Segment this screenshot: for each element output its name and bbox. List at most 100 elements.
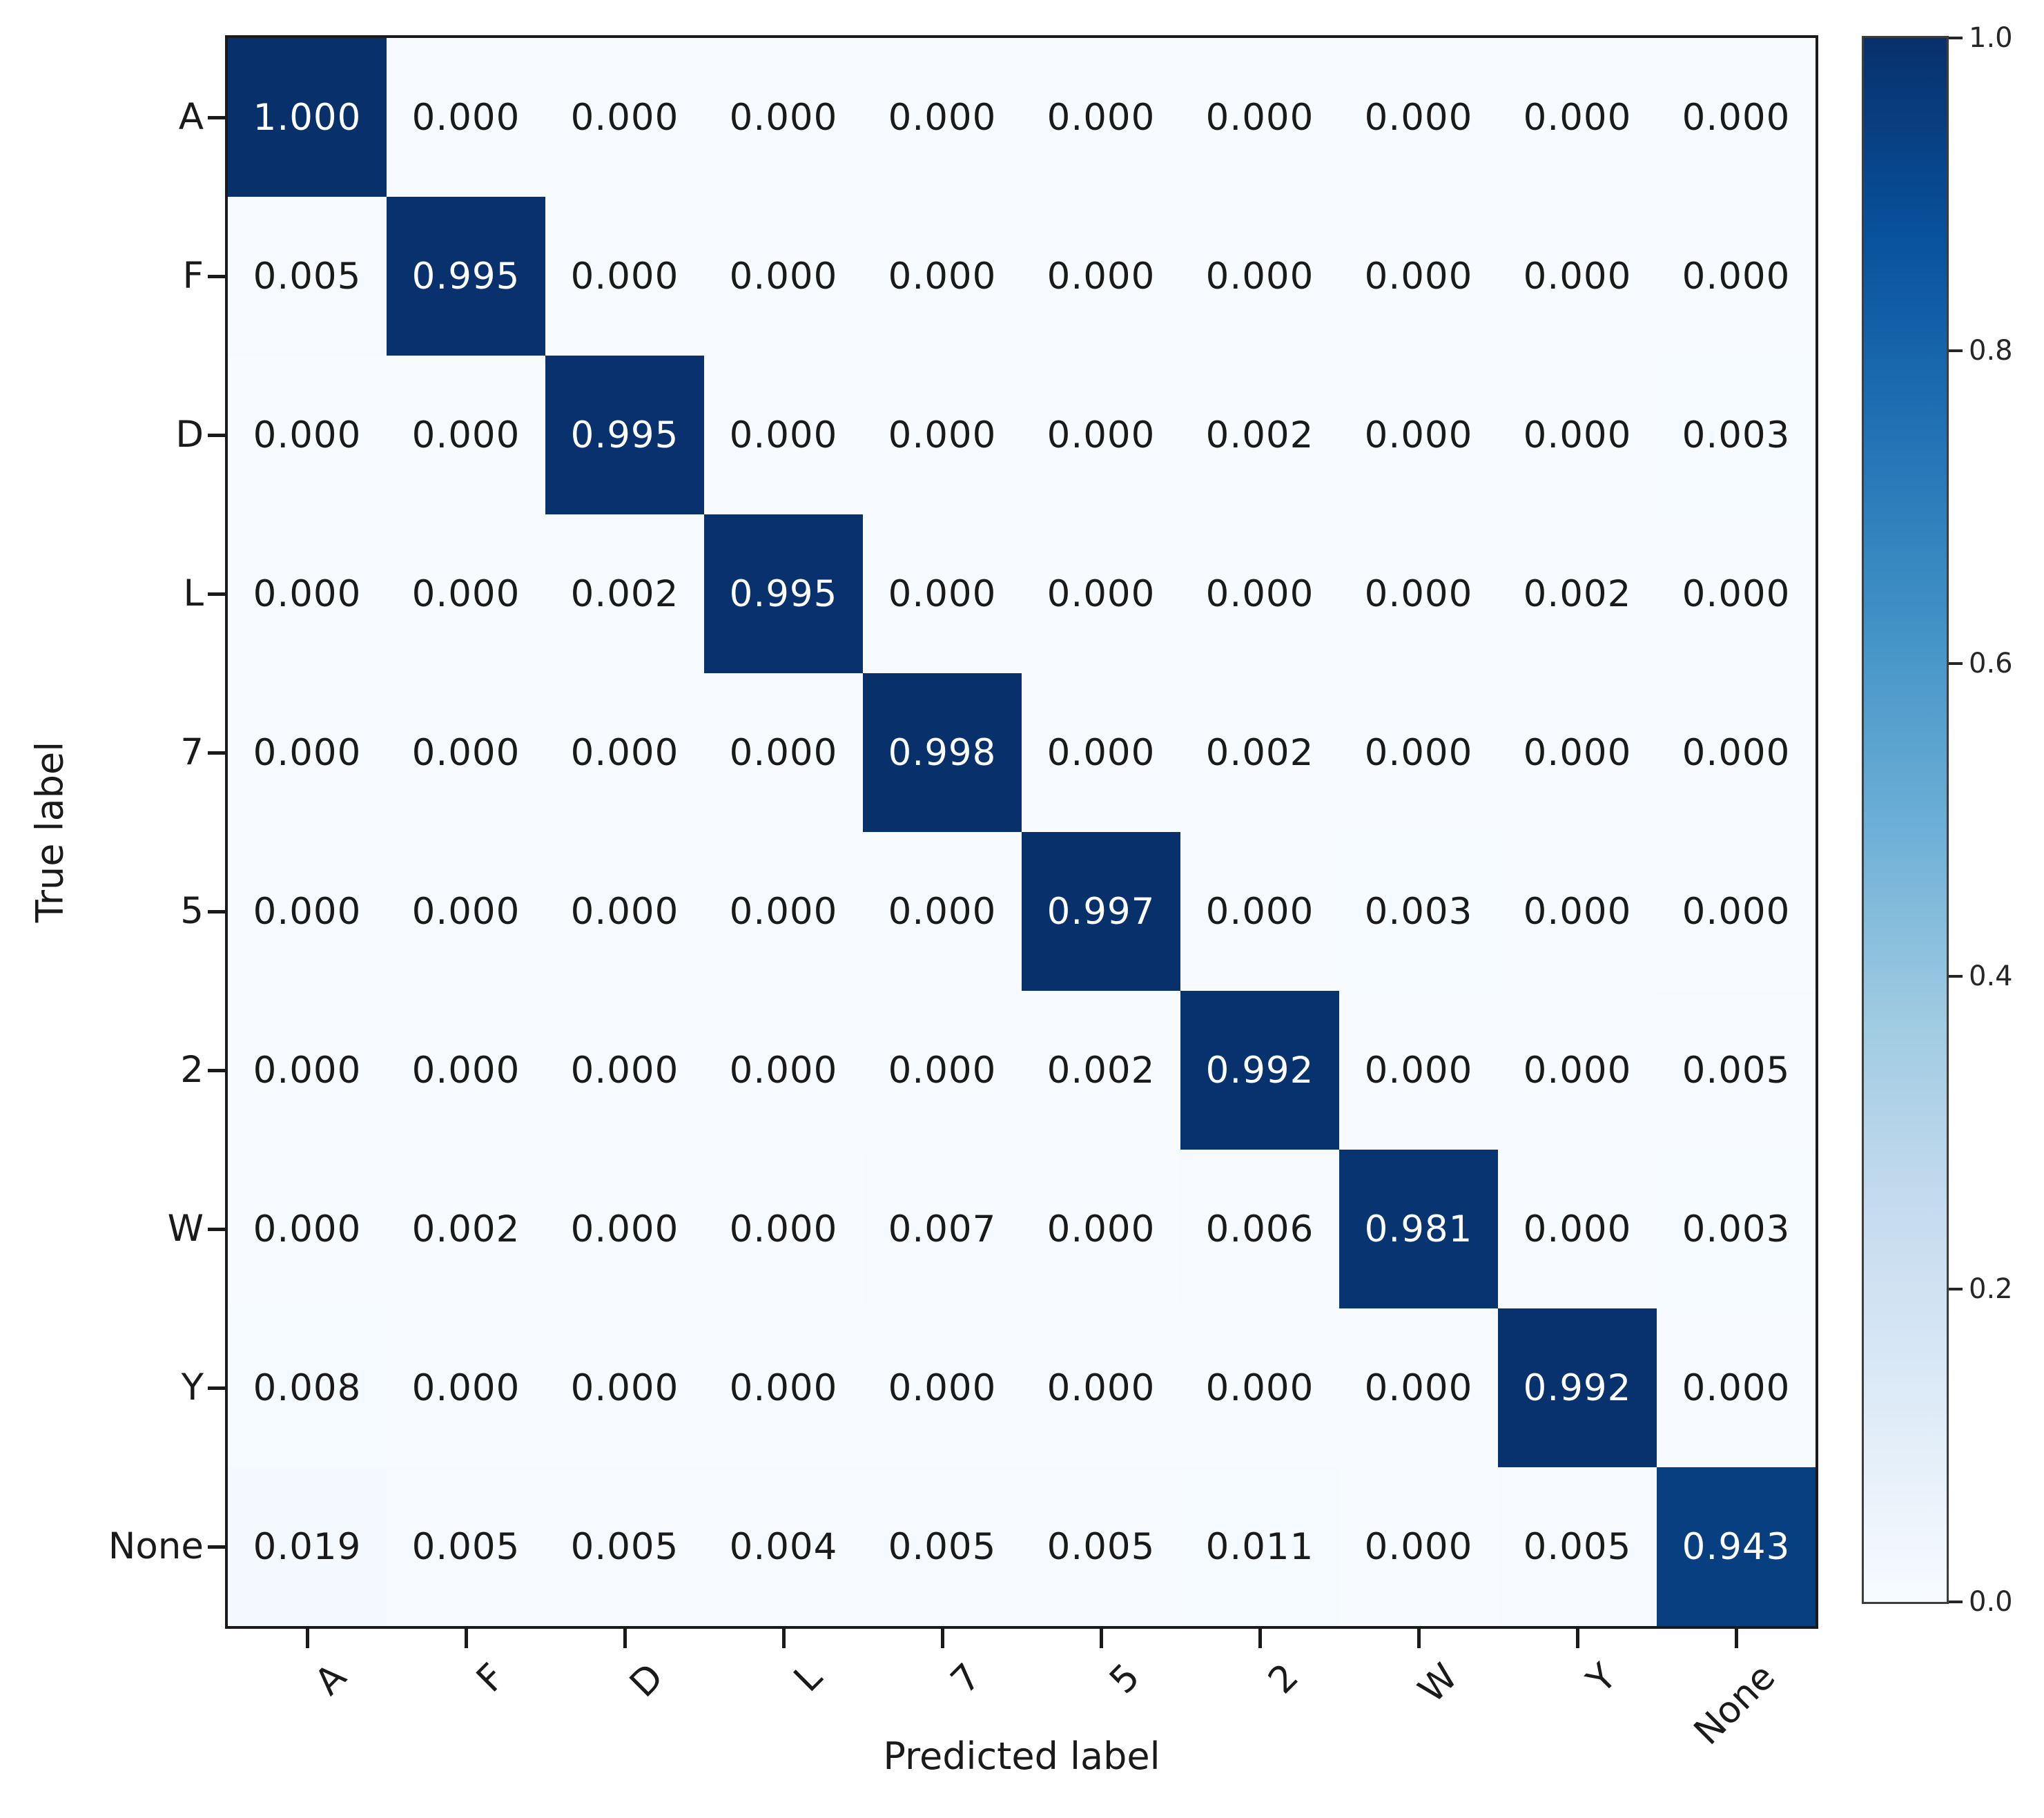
matrix-cell: 0.000: [704, 832, 863, 991]
colorbar-tick-mark: [1949, 975, 1963, 978]
matrix-cell: 0.000: [387, 1308, 545, 1467]
matrix-cell: 0.005: [1022, 1467, 1180, 1626]
y-tick-mark: [208, 910, 226, 913]
x-tick-mark: [941, 1629, 944, 1648]
matrix-cell: 0.995: [545, 356, 704, 514]
matrix-cell: 0.000: [863, 356, 1022, 514]
colorbar-tick-mark: [1949, 1288, 1963, 1290]
matrix-cell: 0.000: [545, 832, 704, 991]
matrix-cell: 0.000: [1498, 673, 1657, 832]
y-tick-mark: [208, 434, 226, 437]
matrix-cell: 0.000: [704, 197, 863, 356]
x-tick-label: F: [468, 1656, 514, 1701]
x-tick-label: 5: [1102, 1656, 1149, 1702]
x-tick-mark: [1100, 1629, 1103, 1648]
x-tick-mark: [623, 1629, 627, 1648]
matrix-cell: 0.003: [1657, 1150, 1816, 1308]
matrix-cell: 0.005: [863, 1467, 1022, 1626]
y-tick-mark: [208, 1069, 226, 1072]
matrix-cell: 0.000: [545, 673, 704, 832]
x-tick-label: L: [786, 1656, 831, 1701]
matrix-cell: 0.002: [1022, 991, 1180, 1150]
y-tick-label: L: [183, 572, 204, 615]
matrix-cell: 0.003: [1339, 832, 1498, 991]
matrix-cell: 0.005: [387, 1467, 545, 1626]
matrix-cell: 0.000: [545, 197, 704, 356]
heatmap-plot-area: 1.000 0.000 0.000 0.000 0.000 0.000 0.000 0.000…: [225, 35, 1818, 1629]
matrix-cell: 0.000: [545, 1150, 704, 1308]
matrix-cell: 0.008: [228, 1308, 387, 1467]
colorbar-tick-mark: [1949, 37, 1963, 39]
matrix-cell: 0.003: [1657, 356, 1816, 514]
matrix-cell: 0.000: [228, 356, 387, 514]
matrix-cell: 0.998: [863, 673, 1022, 832]
colorbar-tick-label: 0.6: [1969, 648, 2013, 679]
matrix-cell: 0.000: [704, 38, 863, 197]
y-tick-label: W: [167, 1208, 204, 1250]
y-tick-mark: [208, 1386, 226, 1390]
matrix-cell: 0.000: [1498, 1150, 1657, 1308]
matrix-cell: 0.000: [387, 356, 545, 514]
x-tick-label: A: [306, 1656, 355, 1703]
x-axis-title: Predicted label: [883, 1734, 1160, 1778]
matrix-cell: 0.000: [1657, 514, 1816, 673]
y-tick-mark: [208, 1545, 226, 1549]
matrix-cell: 0.000: [1498, 38, 1657, 197]
matrix-cell: 1.000: [228, 38, 387, 197]
matrix-cell: 0.002: [1180, 673, 1339, 832]
matrix-cell: 0.000: [228, 673, 387, 832]
matrix-cell: 0.000: [387, 673, 545, 832]
y-tick-label: 7: [180, 731, 204, 773]
matrix-cell: 0.000: [1022, 356, 1180, 514]
colorbar-tick-label: 0.0: [1969, 1586, 2013, 1618]
x-tick-mark: [1576, 1629, 1579, 1648]
y-tick-label: D: [175, 414, 204, 456]
y-tick-mark: [208, 1228, 226, 1231]
y-tick-label: A: [178, 96, 204, 138]
matrix-cell: 0.006: [1180, 1150, 1339, 1308]
x-tick-mark: [782, 1629, 786, 1648]
matrix-cell: 0.005: [545, 1467, 704, 1626]
y-tick-label: None: [108, 1525, 204, 1567]
matrix-cell: 0.000: [1339, 197, 1498, 356]
matrix-cell: 0.002: [1180, 356, 1339, 514]
matrix-cell: 0.000: [1339, 1467, 1498, 1626]
matrix-cell: 0.000: [545, 38, 704, 197]
matrix-cell: 0.007: [863, 1150, 1022, 1308]
matrix-cell: 0.000: [863, 1308, 1022, 1467]
matrix-cell: 0.000: [1657, 1308, 1816, 1467]
matrix-cell: 0.005: [228, 197, 387, 356]
matrix-cell: 0.000: [387, 514, 545, 673]
colorbar-tick-label: 1.0: [1969, 22, 2013, 54]
x-tick-mark: [1735, 1629, 1738, 1648]
matrix-cell: 0.000: [387, 991, 545, 1150]
matrix-cell: 0.000: [863, 832, 1022, 991]
matrix-cell: 0.000: [704, 1150, 863, 1308]
matrix-cell: 0.000: [1022, 197, 1180, 356]
matrix-cell: 0.000: [1180, 197, 1339, 356]
matrix-cell: 0.992: [1180, 991, 1339, 1150]
matrix-cell: 0.000: [1498, 197, 1657, 356]
matrix-cell: 0.000: [387, 832, 545, 991]
y-tick-mark: [208, 275, 226, 278]
y-axis-title: True label: [28, 741, 72, 923]
y-tick-label: 5: [180, 890, 204, 932]
matrix-cell: 0.000: [1180, 514, 1339, 673]
x-tick-label: 7: [943, 1656, 990, 1702]
matrix-cell: 0.000: [863, 38, 1022, 197]
heatmap-grid: 1.000 0.000 0.000 0.000 0.000 0.000 0.000 0.000…: [228, 38, 1816, 1626]
x-tick-mark: [465, 1629, 468, 1648]
y-tick-label: F: [182, 255, 204, 297]
matrix-cell: 0.000: [1339, 38, 1498, 197]
y-tick-label: 2: [180, 1049, 204, 1091]
matrix-cell: 0.000: [387, 38, 545, 197]
matrix-cell: 0.002: [545, 514, 704, 673]
matrix-cell: 0.000: [1657, 197, 1816, 356]
y-tick-mark: [208, 751, 226, 755]
matrix-cell: 0.002: [1498, 514, 1657, 673]
matrix-cell: 0.000: [704, 356, 863, 514]
matrix-cell: 0.000: [1339, 356, 1498, 514]
matrix-cell: 0.000: [1339, 1308, 1498, 1467]
matrix-cell: 0.000: [1657, 673, 1816, 832]
matrix-cell: 0.000: [228, 832, 387, 991]
